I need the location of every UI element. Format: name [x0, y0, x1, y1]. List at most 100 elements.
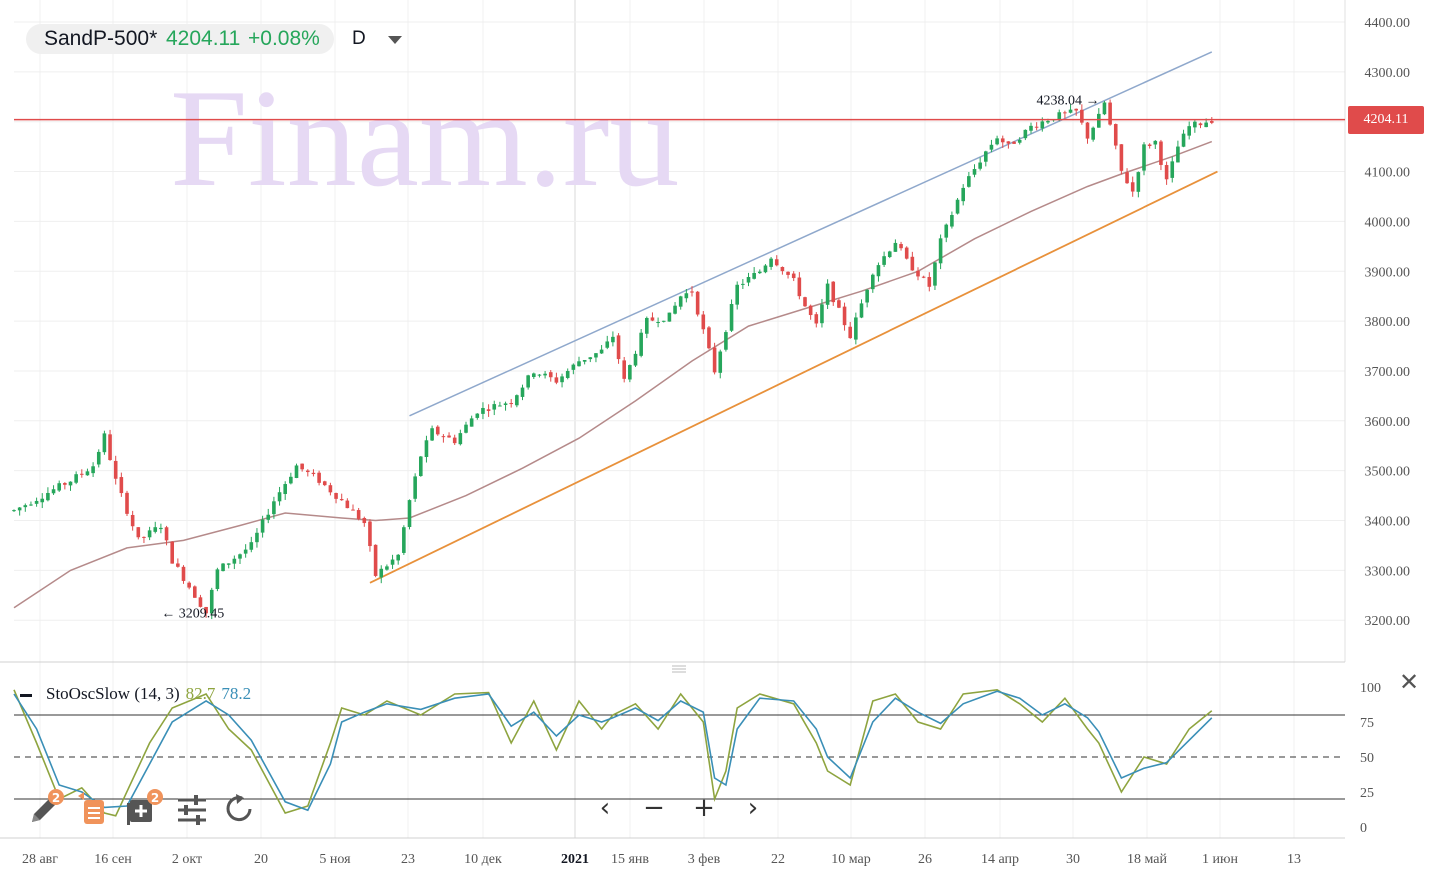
- candle-body: [678, 296, 683, 307]
- oscillator-toggle-icon[interactable]: [20, 693, 32, 697]
- candle-body: [871, 274, 875, 290]
- candle-body: [294, 465, 299, 478]
- candle-body: [582, 359, 587, 362]
- add-indicator-icon[interactable]: 2: [124, 788, 164, 828]
- time-tick-label: 2 окт: [172, 852, 202, 867]
- settings-sliders-icon[interactable]: [172, 788, 212, 828]
- candle-body: [46, 492, 50, 501]
- candle-body: [758, 271, 762, 274]
- price-tick-label: 3800.00: [1365, 315, 1411, 330]
- candle-body: [859, 303, 864, 318]
- candle-body: [825, 283, 830, 305]
- pencil-icon[interactable]: 2: [24, 788, 64, 828]
- candle-body: [193, 586, 197, 598]
- candle-body: [599, 349, 604, 354]
- candle-body: [639, 332, 643, 356]
- price-tick-label: 3600.00: [1365, 415, 1411, 430]
- candle-body: [921, 276, 926, 278]
- candle-body: [791, 273, 796, 279]
- minus-icon[interactable]: −: [643, 793, 665, 823]
- candle-body: [266, 514, 271, 520]
- price-tick-label: 4400.00: [1365, 16, 1411, 31]
- candle-body: [249, 542, 254, 550]
- candle-body: [492, 404, 497, 410]
- candle-body: [509, 403, 513, 405]
- candle-body: [876, 265, 881, 277]
- candle-body: [831, 281, 836, 303]
- candle-body: [1102, 102, 1107, 115]
- candle-body: [746, 277, 751, 283]
- candle-body: [85, 471, 90, 476]
- candle-body: [142, 536, 146, 538]
- candle-body: [656, 322, 660, 324]
- candle-body: [803, 297, 807, 307]
- candle-body: [209, 589, 214, 614]
- candle-body: [1147, 144, 1152, 147]
- candle-body: [650, 317, 655, 321]
- candle-body: [390, 559, 395, 565]
- chevron-right-icon[interactable]: ›: [747, 793, 759, 823]
- candle-body: [893, 242, 898, 252]
- last-price-value: 4204.11: [166, 27, 241, 50]
- candle-body: [283, 484, 287, 495]
- oscillator-tick-label: 0: [1360, 821, 1367, 836]
- candle-body: [221, 563, 225, 572]
- candle-body: [356, 510, 361, 519]
- candle-body: [1176, 146, 1180, 163]
- chevron-left-icon[interactable]: ‹: [599, 793, 611, 823]
- candle-body: [362, 517, 367, 524]
- candle-body: [950, 215, 954, 227]
- candle-body: [1193, 121, 1197, 128]
- candle-body: [1159, 141, 1163, 165]
- timeframe-selector[interactable]: D: [352, 28, 366, 49]
- reset-icon[interactable]: [220, 788, 260, 828]
- candle-body: [1017, 139, 1022, 143]
- candle-body: [780, 266, 785, 272]
- candle-body: [1085, 122, 1090, 139]
- candle-body: [1119, 144, 1124, 171]
- candle-body: [645, 317, 649, 334]
- candle-body: [198, 597, 203, 607]
- pencil-badge: 2: [52, 791, 60, 805]
- candle-body: [729, 304, 734, 331]
- candle-body: [1198, 123, 1203, 126]
- candle-body: [17, 507, 22, 511]
- candle-body: [1164, 165, 1169, 180]
- chevron-down-icon[interactable]: [388, 36, 402, 44]
- time-tick-label: 26: [918, 852, 932, 867]
- price-change: +0.08%: [248, 27, 320, 50]
- time-tick-label: 16 сен: [94, 852, 132, 867]
- price-tick-label: 3700.00: [1365, 365, 1411, 380]
- candle-body: [695, 291, 700, 315]
- candle-body: [1142, 144, 1146, 171]
- candle-body: [102, 433, 107, 453]
- candle-body: [176, 563, 180, 567]
- candle-body: [933, 262, 937, 286]
- time-tick-label: 10 мар: [831, 852, 870, 867]
- candle-body: [153, 527, 158, 532]
- symbol-legend[interactable]: SandP-500* 4204.11 +0.08%: [26, 24, 334, 54]
- notes-icon[interactable]: [74, 788, 114, 828]
- candle-body: [520, 387, 525, 397]
- candle-body: [667, 312, 672, 322]
- candle-body: [712, 347, 717, 373]
- oscillator-tick-label: 75: [1360, 716, 1374, 731]
- candle-body: [475, 413, 480, 418]
- stoch-k-line: [13, 688, 1213, 817]
- candle-body: [882, 256, 886, 265]
- price-annotations: 4238.04 → ← 3209.45: [161, 94, 1099, 622]
- time-tick-label: 22: [771, 852, 785, 867]
- plus-icon[interactable]: +: [693, 793, 715, 823]
- candle-body: [989, 144, 994, 150]
- candle-body: [752, 272, 756, 279]
- candle-body: [159, 527, 163, 530]
- candle-body: [1113, 124, 1118, 146]
- candle-body: [215, 569, 220, 590]
- candle-body: [413, 476, 417, 499]
- candle-body: [503, 403, 508, 405]
- candle-body: [633, 353, 638, 366]
- close-icon[interactable]: ✕: [1399, 668, 1420, 696]
- candle-body: [396, 554, 400, 561]
- candle-body: [113, 460, 118, 479]
